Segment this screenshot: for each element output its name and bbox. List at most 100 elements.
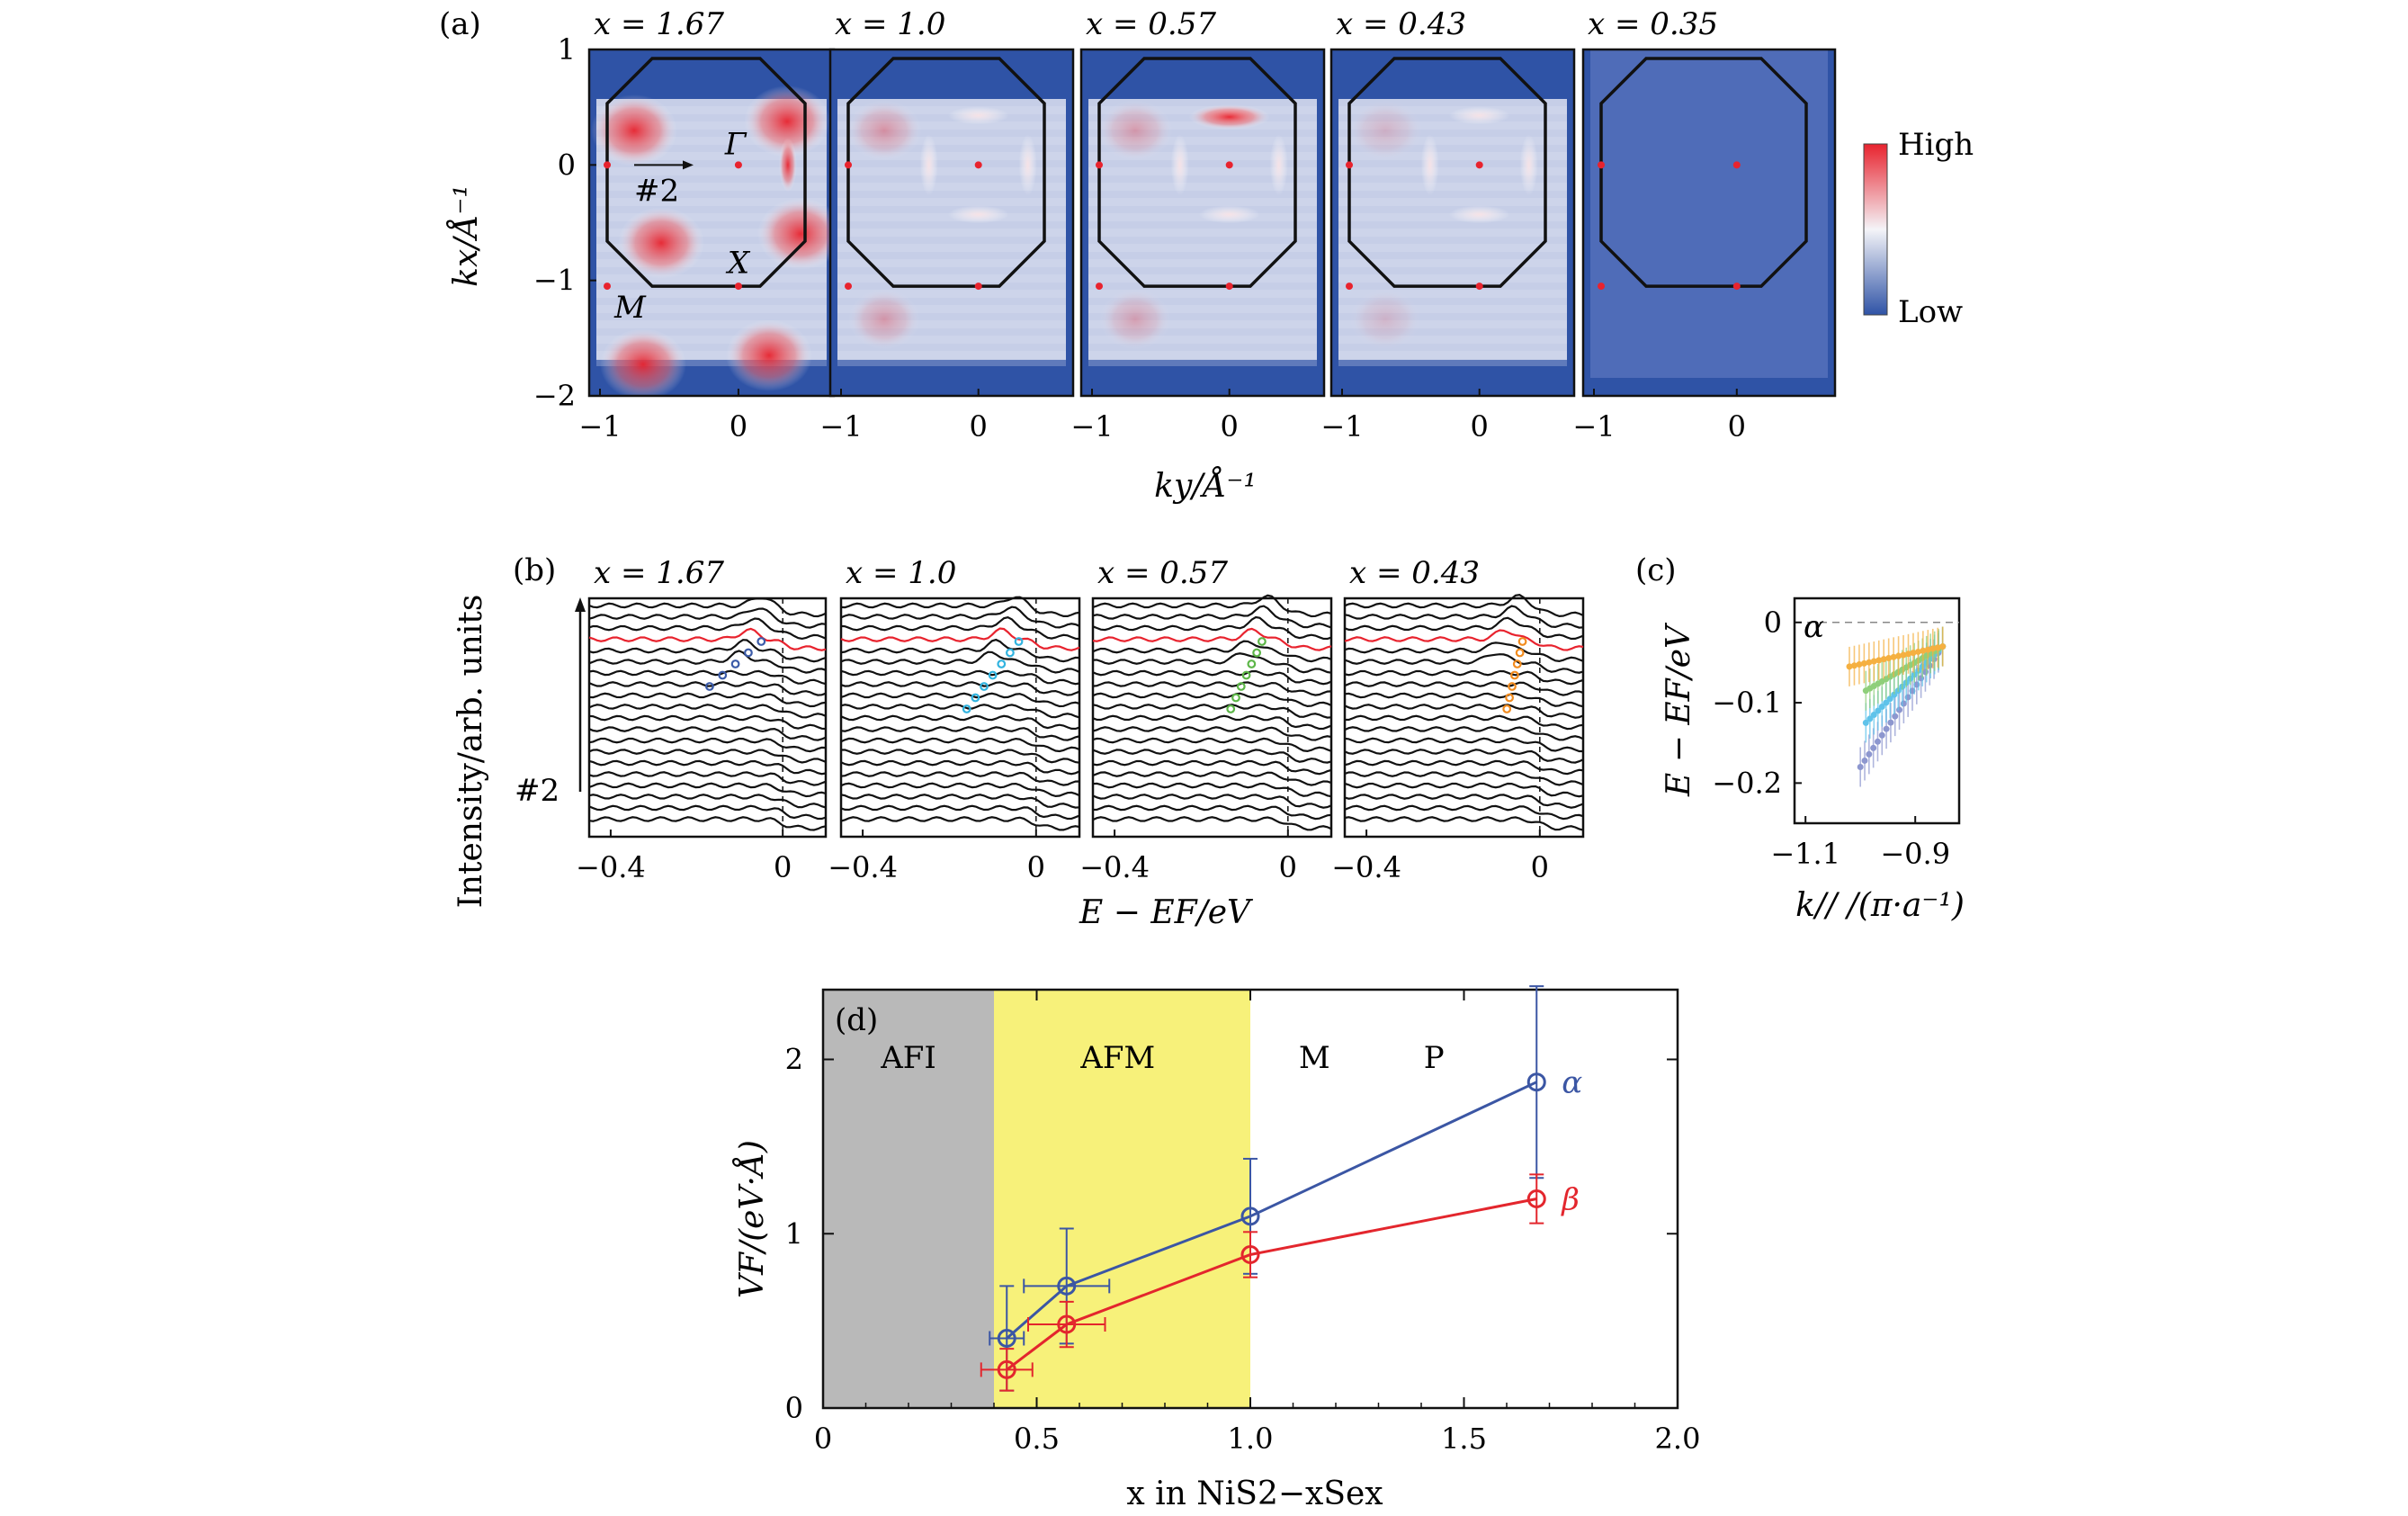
edc-curve [1344,737,1583,753]
peak-marker [756,637,766,646]
pocket-spot [1448,205,1510,224]
data-point [997,1359,1016,1379]
map-texture-line [596,359,827,366]
map-texture-line [837,237,1066,244]
pocket-spot [1519,134,1538,196]
high-symmetry-point [1225,161,1233,169]
x-tick-label: −1 [578,409,621,444]
map-texture-line [837,344,1066,351]
pocket-spot [947,106,1009,125]
edc-curve [840,816,1080,831]
x-tick-label: 0 [814,1422,832,1456]
edc-curve [1092,816,1332,831]
edc-curve [1092,749,1332,764]
dispersion-point [1910,650,1917,657]
map-title: x = 1.0 [835,6,945,42]
edc-panel-3: x = 0.43 −0.4 0 [1331,555,1585,884]
brillouin-zone-boundary [1599,57,1808,288]
edc-curve [840,804,1080,821]
map-texture-line [596,99,827,106]
edc-curve [1344,669,1584,686]
edc-panel-2: x = 0.57 −0.4 0 [1079,555,1333,884]
map-data-region [1590,49,1828,378]
high-symmetry-point [845,161,852,169]
intensity-hotspot [1188,104,1270,130]
intensity-hotspot [1349,289,1421,350]
edc-curve [1092,759,1332,776]
map-texture-line [1338,344,1567,351]
edc-curve [1092,681,1332,696]
dispersion-point [1870,744,1877,751]
edc-curve [1344,771,1584,786]
edc-curve [1092,794,1332,809]
panel-c-label: (c) [1635,552,1677,588]
data-point [1057,1276,1077,1296]
m-point-label: M [613,290,647,326]
map-title: x = 0.35 [1588,6,1718,42]
peak-marker [730,659,740,668]
peak-marker [1258,637,1267,646]
x-tick-label: −1.1 [1770,837,1840,871]
peak-marker [1252,648,1262,658]
edc-frame [839,597,1081,839]
edc-curve [1092,704,1332,719]
x-tick-label: 0 [1027,850,1045,884]
panel-d: AFI AFM M P 0 0.5 1.0 1.5 2.0 0 1 2 α β (d) VF/(eV·Å)… [733,985,1701,1512]
y-tick-label: 0 [785,1391,803,1425]
edc-curve [588,597,827,618]
region-afi-label: AFI [880,1040,936,1076]
edc-curve [1092,640,1332,663]
brillouin-zone-boundary [1347,57,1547,288]
x-tick-label: 0 [774,850,792,884]
edc-curve [588,726,827,741]
high-symmetry-point [1096,161,1103,169]
dispersion-point [1914,648,1921,655]
pocket-spot [919,134,938,196]
x-tick-label: 0 [1471,409,1489,444]
map-texture-line [1338,298,1567,305]
dispersion-point [1880,656,1887,663]
high-symmetry-point [734,161,742,169]
pocket-spot [947,205,1009,224]
data-point [997,1329,1016,1348]
peak-marker [1247,659,1257,668]
map-texture-line [1338,328,1567,336]
gamma-point-label: Γ [724,126,747,162]
x-tick-label: −0.4 [1079,850,1150,884]
edc-curve [1092,652,1332,674]
x-tick-label: 0 [730,409,747,444]
edc-curve [1344,782,1584,798]
peak-marker [962,704,971,713]
intensity-hotspot [726,319,812,391]
x-tick-label: 0 [1531,850,1549,884]
dispersion-point [1866,750,1873,758]
map-texture-line [1338,359,1567,366]
edc-curve-highlighted [840,627,1080,651]
map-texture-line [596,221,827,229]
edc-curve [588,650,827,674]
x-point-label: X [725,245,751,281]
x-tick-label: 0 [1221,409,1239,444]
map-texture-line [1338,145,1567,152]
map-texture-line [1088,130,1317,137]
edc-curve [588,617,827,641]
x-tick-label: 0 [1728,409,1746,444]
edc-curve [1344,653,1584,674]
panel-a-x-axis-label: ky/Å⁻¹ [1154,467,1257,505]
high-symmetry-point [1732,161,1741,169]
dispersion-point [1934,644,1941,651]
x-tick-label: 2.0 [1655,1422,1701,1456]
panel-c-y-axis-label: E − EF/eV [1661,622,1697,797]
edc-curve [1344,749,1584,764]
edc-frame [1091,597,1333,839]
data-point [1526,1072,1546,1092]
dispersion-point [1887,719,1894,726]
peak-marker [980,682,989,691]
high-symmetry-point [734,283,742,291]
pocket-spot [1170,134,1189,196]
map-texture-line [596,328,827,336]
panel-c: (c) 0 −0.1 −0.2 −1.1 −0.9 E − EF/eV k// /(π·… [1635,552,1965,924]
edc-curve [1344,804,1584,821]
